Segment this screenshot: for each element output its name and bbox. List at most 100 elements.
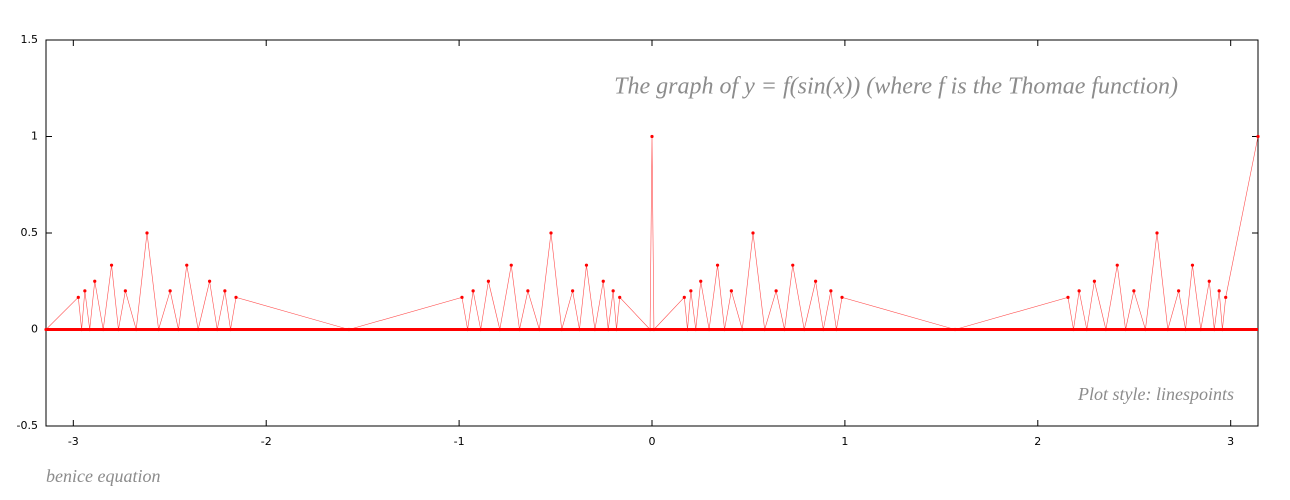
point (682, 295, 686, 299)
point (517, 327, 522, 332)
point (196, 327, 200, 332)
x-tick-label: 1 (841, 435, 848, 448)
point (829, 289, 833, 293)
point (584, 263, 589, 267)
point (498, 327, 502, 332)
point (526, 289, 530, 293)
point (76, 295, 80, 299)
point (1177, 289, 1181, 293)
point (1085, 327, 1089, 332)
point (109, 263, 114, 267)
point (577, 327, 582, 332)
point (1217, 289, 1221, 293)
point (80, 327, 84, 332)
point (821, 327, 825, 332)
y-tick-label: 1 (31, 130, 38, 143)
point (618, 295, 622, 299)
point (740, 327, 744, 332)
point (116, 327, 121, 332)
point (763, 327, 767, 332)
point (611, 289, 615, 293)
point (101, 327, 105, 332)
point (1066, 295, 1070, 299)
point (215, 327, 219, 332)
point (560, 327, 564, 332)
x-tick-label: 3 (1227, 435, 1234, 448)
point (1077, 289, 1081, 293)
y-tick-label: -0.5 (17, 419, 38, 432)
point (685, 327, 690, 332)
point (168, 289, 172, 293)
point (145, 231, 149, 235)
point (782, 327, 787, 332)
point (1143, 327, 1148, 332)
x-tick-label: -1 (454, 435, 465, 448)
point (1071, 327, 1076, 332)
point (694, 327, 698, 332)
point (840, 295, 844, 299)
point (774, 289, 778, 293)
point (223, 289, 227, 293)
point (44, 327, 48, 332)
point (234, 295, 238, 299)
point (134, 327, 138, 332)
point (699, 279, 703, 283)
point (156, 327, 161, 332)
point (601, 279, 605, 283)
point (834, 327, 839, 332)
point (471, 289, 475, 293)
point (791, 263, 795, 267)
point (648, 327, 652, 332)
point (715, 263, 720, 267)
point (460, 295, 464, 299)
y-tick-label: 0.5 (21, 226, 39, 239)
point (1166, 327, 1170, 332)
point (1207, 279, 1211, 283)
y-tick-label: 1.5 (21, 33, 39, 46)
point (729, 289, 733, 293)
point (486, 279, 491, 283)
point (1155, 231, 1159, 235)
point (549, 231, 553, 235)
point (953, 327, 957, 332)
point (228, 327, 233, 332)
point (1092, 279, 1097, 283)
point (606, 327, 610, 332)
point (207, 279, 212, 283)
x-tick-label: 2 (1034, 435, 1041, 448)
annotation: Plot style: linespoints (1077, 384, 1234, 404)
point (1224, 295, 1228, 299)
point (1123, 327, 1128, 332)
y-tick-label: 0 (31, 323, 38, 336)
credit: benice equation (46, 466, 160, 486)
point (751, 231, 755, 235)
point (479, 327, 483, 332)
point (707, 327, 711, 332)
point (1104, 327, 1108, 332)
point (650, 134, 654, 139)
point (593, 327, 597, 332)
point (1183, 327, 1188, 332)
point (347, 327, 351, 332)
point (813, 279, 818, 283)
chart-title: The graph of y = f(sin(x)) (where f is t… (614, 74, 1178, 100)
point (509, 263, 513, 267)
x-tick-label: 0 (649, 435, 656, 448)
point (537, 327, 541, 332)
point (83, 289, 87, 293)
point (614, 327, 619, 332)
point (1256, 134, 1260, 139)
point (1190, 263, 1195, 267)
point (93, 279, 97, 283)
point (689, 289, 693, 293)
series-line (45, 136, 1259, 331)
point (1212, 327, 1216, 332)
point (123, 289, 127, 293)
point (1115, 263, 1119, 267)
point (1199, 327, 1203, 332)
point (465, 327, 470, 332)
point (176, 327, 181, 332)
point (802, 327, 806, 332)
